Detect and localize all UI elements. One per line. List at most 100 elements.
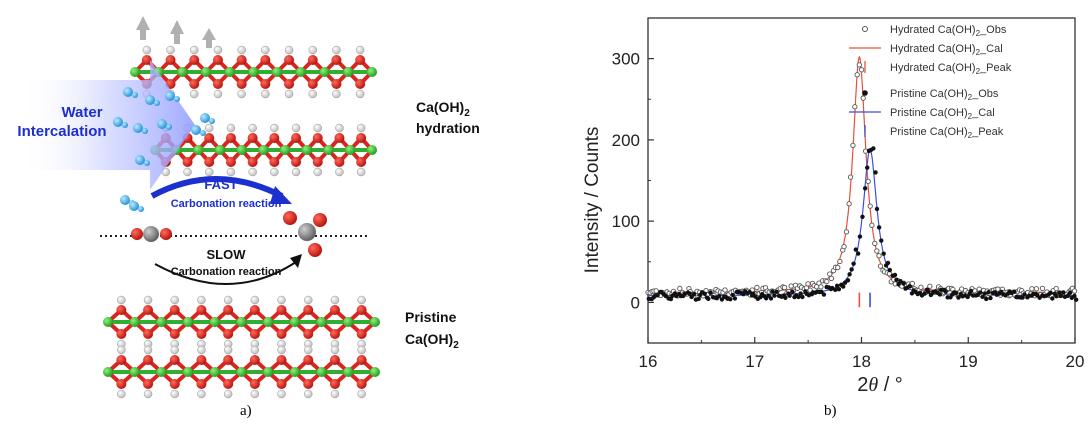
pristine-obs-point bbox=[774, 289, 779, 295]
hydrated-obs-points bbox=[645, 62, 1078, 299]
legend-item: Pristine Ca(OH)2_Peak bbox=[864, 125, 1004, 140]
pristine-obs-point bbox=[800, 294, 805, 300]
pristine-obs-point bbox=[702, 291, 707, 297]
pristine-obs-point bbox=[894, 277, 899, 283]
pristine-obs-point bbox=[1054, 293, 1059, 299]
hydrated-obs-point bbox=[874, 248, 880, 254]
hydrated-obs-point bbox=[653, 288, 659, 294]
pristine-obs-point bbox=[892, 272, 898, 278]
pristine-obs-point bbox=[796, 294, 801, 300]
pristine-obs-point bbox=[965, 294, 970, 300]
hydrated-obs-point bbox=[781, 284, 788, 291]
xrd-chart: 0 100 200 300 16 17 18 19 20 Hydrated Ca(OH)2_O… bbox=[582, 17, 1084, 396]
pristine-obs-point bbox=[836, 287, 842, 292]
y-tick-label: 300 bbox=[612, 50, 640, 69]
legend-item: Hydrated Ca(OH)2_Obs bbox=[862, 24, 1007, 38]
pristine-obs-point bbox=[887, 267, 893, 273]
intercalation-label: Intercalation bbox=[17, 123, 106, 140]
hydrated-obs-point bbox=[877, 263, 884, 269]
pristine-obs-point bbox=[855, 251, 861, 256]
slow-label: SLOW bbox=[207, 247, 247, 262]
hydrated-obs-point bbox=[841, 244, 847, 250]
water-molecule bbox=[165, 91, 180, 102]
hydration-label-line1: Ca(OH)2 bbox=[416, 99, 470, 119]
hydrated-obs-point bbox=[722, 287, 728, 293]
pristine-obs-point bbox=[1020, 295, 1025, 300]
hydrated-obs-point bbox=[1029, 286, 1035, 292]
pristine-obs-point bbox=[938, 287, 944, 293]
hydrated-obs-point bbox=[754, 284, 760, 291]
legend-open-marker bbox=[862, 26, 868, 32]
hydrated-obs-point bbox=[1071, 288, 1078, 294]
legend-item: Pristine Ca(OH)2_Cal bbox=[849, 107, 995, 121]
pristine-obs-point bbox=[926, 289, 931, 294]
slow-arrow bbox=[154, 254, 302, 285]
hydrated-obs-point bbox=[828, 275, 835, 282]
pristine-obs-point bbox=[1012, 289, 1017, 294]
pristine-layer-top bbox=[103, 295, 380, 349]
hydrated-obs-point bbox=[677, 285, 683, 292]
pristine-obs-point bbox=[730, 292, 735, 298]
pristine-obs-point bbox=[982, 291, 987, 296]
hydrated-obs-point bbox=[837, 258, 843, 265]
water-intercalation-arrow bbox=[20, 60, 195, 190]
hydrated-obs-point bbox=[788, 283, 794, 289]
fast-reaction-label: Carbonation reaction bbox=[171, 198, 282, 210]
chart-legend: Hydrated Ca(OH)2_Obs Hydrated Ca(OH)2_Cal… bbox=[849, 24, 1012, 140]
pristine-obs-point bbox=[687, 291, 692, 296]
hydrated-obs-point bbox=[858, 67, 865, 73]
legend-label: Pristine Ca(OH)2_Obs bbox=[890, 88, 999, 102]
legend-item: Pristine Ca(OH)2_Obs bbox=[862, 88, 999, 102]
hydrated-obs-point bbox=[818, 284, 824, 290]
pristine-obs-point bbox=[937, 292, 943, 297]
water-molecule bbox=[157, 119, 172, 130]
pristine-obs-point bbox=[732, 296, 738, 301]
pristine-obs-point bbox=[885, 260, 891, 266]
hydrated-obs-point bbox=[835, 264, 841, 271]
pristine-obs-point bbox=[876, 225, 882, 230]
hydration-schematic: Water Intercalation FAST Carbonation rea… bbox=[0, 0, 520, 427]
carbonate-molecule bbox=[283, 211, 327, 257]
pristine-obs-point bbox=[1057, 290, 1062, 295]
legend-item: Hydrated Ca(OH)2_Peak bbox=[864, 61, 1012, 76]
pristine-obs-point bbox=[879, 238, 884, 243]
pristine-obs-point bbox=[851, 261, 856, 266]
pristine-obs-point bbox=[853, 247, 859, 252]
hydrated-obs-point bbox=[847, 174, 854, 180]
pristine-obs-point bbox=[840, 284, 846, 289]
hydrated-obs-point bbox=[1039, 285, 1046, 292]
water-label: Water bbox=[61, 104, 102, 121]
legend-label: Hydrated Ca(OH)2_Obs bbox=[890, 24, 1007, 38]
hydrated-obs-point bbox=[846, 201, 852, 207]
pristine-label-line1: Pristine bbox=[405, 309, 457, 325]
pristine-label-line2: Ca(OH)2 bbox=[405, 331, 459, 351]
pristine-obs-point bbox=[871, 146, 876, 151]
hydration-label-line2: hydration bbox=[416, 120, 480, 136]
pristine-obs-point bbox=[986, 289, 991, 295]
x-tick-label: 16 bbox=[639, 352, 658, 371]
crystal-layers bbox=[103, 45, 380, 399]
y-tick-label: 200 bbox=[612, 131, 640, 150]
pristine-obs-point bbox=[968, 288, 974, 294]
pristine-obs-point bbox=[821, 292, 827, 297]
pristine-obs-point bbox=[728, 296, 733, 302]
pristine-obs-point bbox=[790, 289, 795, 295]
x-axis-label: 2θ / ° bbox=[857, 374, 903, 396]
pristine-obs-point bbox=[865, 165, 870, 170]
pristine-obs-point bbox=[984, 296, 989, 302]
pristine-obs-point bbox=[747, 289, 752, 295]
pristine-obs-point bbox=[768, 296, 774, 301]
pristine-obs-point bbox=[857, 234, 863, 239]
hydrated-obs-point bbox=[1053, 285, 1059, 292]
hydrated-layer-bottom bbox=[150, 123, 377, 177]
hydrated-obs-point bbox=[872, 240, 878, 246]
pristine-obs-point bbox=[696, 296, 701, 302]
legend-label: Pristine Ca(OH)2_Peak bbox=[890, 126, 1004, 140]
pristine-obs-point bbox=[1072, 293, 1077, 299]
pristine-obs-point bbox=[787, 293, 792, 298]
peak-markers bbox=[858, 292, 871, 308]
pristine-obs-point bbox=[977, 290, 983, 295]
pristine-cal-line bbox=[648, 148, 1075, 297]
pristine-obs-point bbox=[849, 267, 854, 272]
pristine-obs-point bbox=[798, 291, 803, 296]
